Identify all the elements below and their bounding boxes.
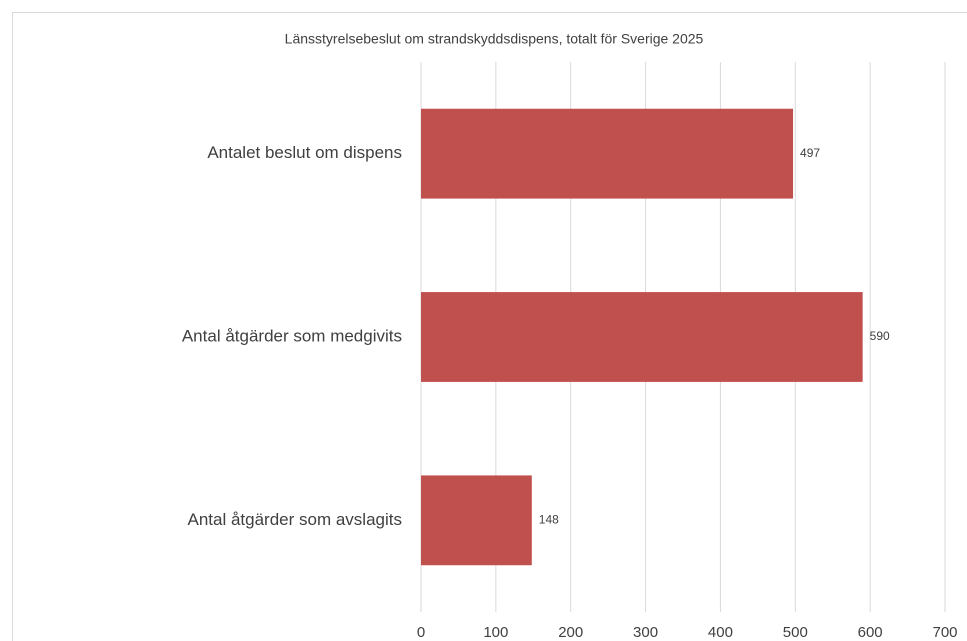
x-tick-label: 400 — [708, 624, 733, 641]
data-label: 590 — [870, 329, 890, 343]
x-tick-label: 600 — [858, 624, 883, 641]
x-tick-label: 700 — [932, 624, 957, 641]
bar — [421, 108, 794, 199]
x-tick-label: 200 — [558, 624, 583, 641]
y-tick-label: Antal åtgärder som medgivits — [182, 326, 402, 345]
data-label: 148 — [539, 513, 559, 527]
data-label: 497 — [800, 146, 820, 160]
bar — [421, 475, 532, 566]
x-tick-label: 300 — [633, 624, 658, 641]
x-tick-label: 500 — [783, 624, 808, 641]
y-tick-label: Antalet beslut om dispens — [207, 143, 402, 162]
y-tick-label: Antal åtgärder som avslagits — [188, 510, 403, 529]
x-tick-label: 0 — [417, 624, 425, 641]
x-tick-label: 100 — [483, 624, 508, 641]
chart-title: Länsstyrelsebeslut om strandskyddsdispen… — [285, 31, 704, 47]
bar — [421, 292, 863, 382]
